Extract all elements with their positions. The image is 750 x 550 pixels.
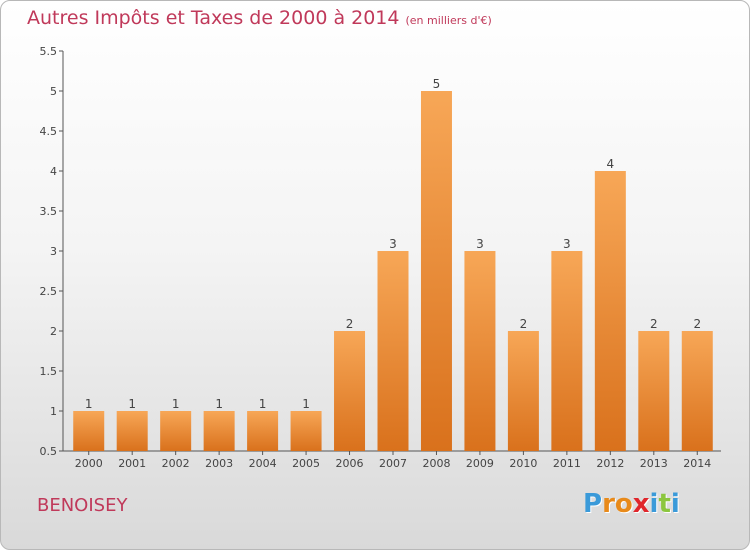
- bar-value-label: 1: [172, 397, 180, 411]
- x-tick-label: 2005: [292, 457, 320, 470]
- bar-value-label: 2: [650, 317, 658, 331]
- x-tick-label: 2004: [249, 457, 277, 470]
- bar-value-label: 3: [563, 237, 571, 251]
- bar: [594, 171, 626, 451]
- x-tick-label: 2011: [553, 457, 581, 470]
- logo-letter: i: [670, 489, 680, 519]
- logo-letter: r: [602, 489, 615, 519]
- bar-value-label: 5: [433, 77, 441, 91]
- x-tick-label: 2012: [596, 457, 624, 470]
- logo-letter: P: [583, 489, 603, 519]
- chart-bars: 1 1 1 1 1 1 2 3 5 3 2 3 4 2 2: [73, 77, 713, 451]
- y-tick-label: 5.5: [40, 45, 58, 58]
- bar-value-label: 3: [389, 237, 397, 251]
- bar-value-label: 2: [520, 317, 528, 331]
- bar-value-label: 1: [302, 397, 310, 411]
- y-tick-label: 1: [50, 405, 57, 418]
- bar-value-label: 1: [215, 397, 223, 411]
- y-tick-label: 3.5: [40, 205, 58, 218]
- bar: [247, 411, 279, 451]
- y-tick-label: 5: [50, 85, 57, 98]
- y-tick-label: 3: [50, 245, 57, 258]
- bar: [290, 411, 322, 451]
- bar: [116, 411, 148, 451]
- bar: [334, 331, 366, 451]
- chart-title-unit: (en milliers d'€): [405, 14, 492, 27]
- bar-value-label: 1: [259, 397, 267, 411]
- bar-value-label: 4: [607, 157, 615, 171]
- x-tick-label: 2007: [379, 457, 407, 470]
- y-tick-label: 1.5: [40, 365, 58, 378]
- bar: [73, 411, 105, 451]
- commune-name: BENOISEY: [37, 495, 128, 516]
- x-tick-label: 2010: [509, 457, 537, 470]
- bar-value-label: 3: [476, 237, 484, 251]
- y-tick-label: 4.5: [40, 125, 58, 138]
- x-tick-label: 2002: [162, 457, 190, 470]
- bar: [638, 331, 670, 451]
- chart-title: Autres Impôts et Taxes de 2000 à 2014 (en…: [27, 7, 492, 29]
- y-tick-label: 2.5: [40, 285, 58, 298]
- y-tick-label: 0.5: [40, 445, 58, 458]
- bar: [160, 411, 192, 451]
- y-tick-label: 2: [50, 325, 57, 338]
- x-tick-label: 2009: [466, 457, 494, 470]
- bar-value-label: 1: [85, 397, 93, 411]
- x-tick-label: 2001: [118, 457, 146, 470]
- x-tick-label: 2006: [336, 457, 364, 470]
- bar: [464, 251, 496, 451]
- bar: [551, 251, 583, 451]
- proxiti-logo[interactable]: Proxiti: [583, 489, 680, 519]
- bar: [681, 331, 713, 451]
- logo-letter: t: [658, 489, 671, 519]
- bar: [507, 331, 539, 451]
- bar: [203, 411, 235, 451]
- bar: [377, 251, 409, 451]
- x-tick-label: 2014: [683, 457, 711, 470]
- logo-letter: x: [632, 489, 650, 519]
- x-tick-label: 2000: [75, 457, 103, 470]
- y-tick-label: 4: [50, 165, 57, 178]
- x-tick-label: 2013: [640, 457, 668, 470]
- x-tick-label: 2008: [422, 457, 450, 470]
- chart-title-main: Autres Impôts et Taxes de 2000 à 2014: [27, 7, 400, 29]
- x-tick-label: 2003: [205, 457, 233, 470]
- logo-letter: o: [614, 489, 633, 519]
- bar-value-label: 2: [346, 317, 354, 331]
- bar: [420, 91, 452, 451]
- bar-value-label: 2: [693, 317, 701, 331]
- bar-value-label: 1: [128, 397, 136, 411]
- logo-letter: i: [649, 489, 659, 519]
